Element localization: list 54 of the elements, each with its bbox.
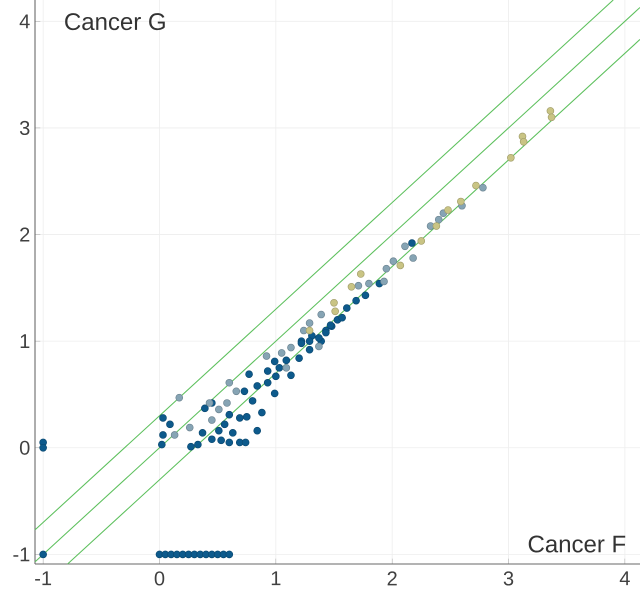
point xyxy=(306,319,314,327)
point xyxy=(472,182,480,190)
point xyxy=(380,278,388,286)
point xyxy=(206,399,214,407)
x-axis-title: Cancer F xyxy=(528,536,626,553)
point xyxy=(262,352,270,360)
point xyxy=(365,280,373,288)
point xyxy=(317,310,326,318)
point xyxy=(186,424,194,432)
point xyxy=(348,282,356,291)
x-tick-label: 4 xyxy=(620,571,630,586)
point xyxy=(396,262,404,270)
point xyxy=(390,257,398,266)
x-tick-label: 1 xyxy=(272,571,280,586)
point xyxy=(401,242,409,250)
point xyxy=(282,364,290,372)
point xyxy=(382,264,390,272)
point xyxy=(226,378,234,387)
point xyxy=(175,394,184,402)
y-tick-label: 0 xyxy=(20,440,30,455)
point xyxy=(409,254,417,262)
point xyxy=(170,431,178,439)
point xyxy=(546,107,554,115)
point xyxy=(215,406,223,414)
point xyxy=(287,344,295,352)
point xyxy=(417,237,426,245)
point xyxy=(331,308,339,316)
y-tick-label: -1 xyxy=(13,548,30,562)
point xyxy=(432,222,440,230)
y-tick-label: 4 xyxy=(20,14,30,28)
x-tick-label: 2 xyxy=(388,571,397,586)
point xyxy=(278,349,286,357)
x-tick-label: 0 xyxy=(154,571,164,586)
point xyxy=(330,298,338,307)
point xyxy=(223,399,231,407)
x-tick-label: 3 xyxy=(504,571,514,586)
point xyxy=(444,206,452,214)
point xyxy=(208,416,216,424)
point xyxy=(232,387,240,396)
point xyxy=(507,154,515,162)
x-tick-label: -1 xyxy=(35,571,52,586)
point xyxy=(479,184,487,192)
point xyxy=(306,326,314,334)
point xyxy=(457,198,465,206)
point xyxy=(356,270,365,278)
point xyxy=(520,138,528,146)
point xyxy=(434,216,443,224)
y-axis-title: Cancer G xyxy=(65,13,165,30)
y-tick-label: 3 xyxy=(20,120,30,136)
point xyxy=(354,282,362,290)
y-tick-label: 1 xyxy=(20,334,30,348)
point xyxy=(315,342,323,350)
point xyxy=(548,113,556,122)
y-tick-label: 2 xyxy=(20,228,30,242)
